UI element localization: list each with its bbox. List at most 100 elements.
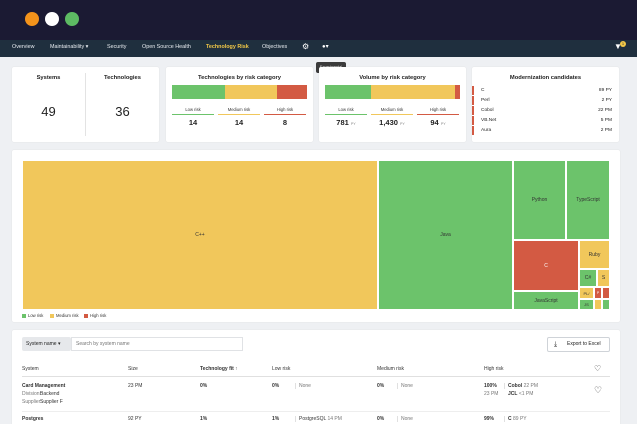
modernization-row[interactable]: C 89 PY bbox=[472, 86, 619, 95]
modernization-name: C bbox=[481, 88, 485, 93]
technology-fit: 1% bbox=[200, 416, 208, 422]
window-titlebar bbox=[0, 0, 637, 40]
nav-security[interactable]: Security bbox=[107, 44, 127, 50]
treemap-cell-java[interactable]: Java bbox=[378, 160, 513, 310]
header-divider bbox=[22, 376, 610, 377]
treemap-cell-tiny[interactable] bbox=[602, 287, 610, 299]
treemap-cell-small[interactable]: P bbox=[594, 287, 602, 299]
modernization-value: 2 PY bbox=[601, 98, 612, 103]
tech-low-risk-label: Low risk bbox=[172, 107, 214, 115]
volume-low-segment bbox=[325, 85, 371, 99]
header-medium-risk[interactable]: Medium risk bbox=[377, 366, 404, 372]
legend-medium-label: Medium risk bbox=[56, 313, 79, 318]
modernization-name: Aura bbox=[481, 128, 492, 133]
treemap-cell-tiny[interactable] bbox=[594, 299, 602, 310]
system-size: 23 PM bbox=[128, 383, 143, 389]
nav-maintainability[interactable]: Maintainability ▾ bbox=[50, 44, 89, 50]
system-name-select[interactable]: System name ▾ bbox=[22, 337, 71, 351]
filter-icon[interactable]: ▼ bbox=[614, 42, 622, 51]
volume-low-value: 781 bbox=[336, 118, 349, 127]
window-minimize-dot[interactable] bbox=[45, 12, 59, 26]
download-icon: ⤓ bbox=[554, 341, 558, 348]
modernization-row[interactable]: Perl 2 PY bbox=[472, 96, 619, 105]
treemap-cell-s[interactable]: S bbox=[597, 269, 610, 287]
system-name[interactable]: Postgres bbox=[22, 416, 44, 422]
high-risk-tech-name: JCL bbox=[508, 391, 518, 397]
tech-medium-risk-label: Medium risk bbox=[218, 107, 260, 115]
treemap-cell-js[interactable]: JS bbox=[579, 299, 594, 310]
header-high-risk[interactable]: High risk bbox=[484, 366, 504, 372]
table-row[interactable]: Card Management Division: Backend Suppli… bbox=[22, 380, 610, 411]
treemap-cell-javascript[interactable]: JavaScript bbox=[513, 291, 579, 310]
low-risk-tech: PostgreSQL 14 PM bbox=[295, 416, 342, 422]
treemap-cell-c[interactable]: C bbox=[513, 240, 579, 291]
modernization-value: 5 PM bbox=[600, 118, 612, 123]
treemap-cell-typescript[interactable]: TypeScript bbox=[566, 160, 610, 240]
volume-high-value: 94 bbox=[430, 118, 439, 127]
favorite-icon[interactable]: ♡ bbox=[594, 385, 603, 395]
nav-technology-risk[interactable]: Technology Risk bbox=[206, 44, 249, 50]
header-size[interactable]: Size bbox=[128, 366, 138, 372]
volume-medium-segment bbox=[370, 85, 455, 99]
modernization-value: 89 PY bbox=[598, 88, 612, 93]
volume-high-segment bbox=[454, 85, 460, 99]
high-risk-tech-size: <1 PM bbox=[518, 391, 534, 397]
header-system[interactable]: System bbox=[22, 366, 39, 372]
low-risk-segment bbox=[172, 85, 225, 99]
table-row[interactable]: Postgres 92 PY 1% 1% PostgreSQL 14 PM 0%… bbox=[22, 413, 610, 424]
modernization-title: Modernization candidates bbox=[509, 75, 582, 81]
legend-low-label: Low risk bbox=[28, 313, 44, 318]
low-risk-tech-size: 14 PM bbox=[327, 416, 342, 422]
high-risk-tech: C 89 PY bbox=[504, 416, 527, 422]
summary-card: Systems 49 Technologies 36 bbox=[12, 67, 159, 142]
header-low-risk[interactable]: Low risk bbox=[272, 366, 291, 372]
treemap-cell-pl[interactable]: PL/ bbox=[579, 287, 594, 299]
modernization-value: 22 PM bbox=[598, 108, 612, 113]
division-label: Division: bbox=[22, 391, 41, 397]
window-maximize-dot[interactable] bbox=[65, 12, 79, 26]
technologies-count: 36 bbox=[115, 104, 130, 119]
treemap-cell-python[interactable]: Python bbox=[513, 160, 566, 240]
division-value: Backend bbox=[40, 391, 60, 397]
modernization-row[interactable]: Aura 2 PM bbox=[472, 126, 619, 135]
modernization-row[interactable]: Cobol 22 PM bbox=[472, 106, 619, 115]
volume-medium-unit: PY bbox=[400, 122, 405, 126]
technologies-by-risk-card: Technologies by risk category Low risk 1… bbox=[166, 67, 313, 142]
window-close-dot[interactable] bbox=[25, 12, 39, 26]
volume-medium-risk: Medium risk 1,430 PY bbox=[371, 107, 413, 127]
export-to-excel-button[interactable]: ⤓ Export to Excel bbox=[547, 337, 610, 352]
high-risk-tech-name: Cobol bbox=[508, 383, 523, 389]
nav-overview[interactable]: Overview bbox=[12, 44, 35, 50]
nav-open-source-health[interactable]: Open Source Health bbox=[142, 44, 191, 50]
high-risk-pct: 99% bbox=[484, 416, 495, 422]
header-technology-fit[interactable]: Technology fit ↑ bbox=[200, 366, 238, 372]
medium-risk-pct: 0% bbox=[377, 383, 385, 389]
treemap-cell-ruby[interactable]: Ruby bbox=[579, 240, 610, 269]
nav-objectives[interactable]: Objectives bbox=[262, 44, 288, 50]
treemap-cell-csharp[interactable]: C# bbox=[579, 269, 597, 287]
user-menu-icon[interactable]: ●▾ bbox=[322, 44, 329, 50]
high-risk-tech-size: 22 PM bbox=[523, 383, 539, 389]
supplier-label: Supplier: bbox=[22, 399, 42, 405]
volume-low-unit: PY bbox=[350, 122, 356, 126]
systems-label: Systems bbox=[36, 75, 61, 81]
chevron-down-icon: ▾ bbox=[57, 341, 61, 347]
medium-risk-segment bbox=[224, 85, 278, 99]
low-risk-tech: None bbox=[295, 383, 311, 389]
modernization-row[interactable]: VB.Net 5 PM bbox=[472, 116, 619, 125]
volume-by-risk-card: Volume by risk category Low risk 781 PY … bbox=[319, 67, 466, 142]
low-risk-pct: 1% bbox=[272, 416, 280, 422]
treemap-legend-low: Low risk bbox=[22, 313, 43, 318]
volume-low-risk-label: Low risk bbox=[325, 107, 367, 115]
treemap-legend-high: High risk bbox=[84, 313, 106, 318]
favorite-header-icon[interactable]: ♡ bbox=[594, 364, 602, 373]
high-risk-tech: Cobol 22 PM bbox=[504, 383, 538, 389]
system-name[interactable]: Card Management bbox=[22, 383, 66, 389]
treemap-cell-cpp[interactable]: C++ bbox=[22, 160, 378, 310]
systems-count: 49 bbox=[41, 104, 56, 119]
gear-icon[interactable]: ⚙ bbox=[302, 42, 310, 51]
high-risk-tech-secondary: JCL <1 PM bbox=[504, 391, 533, 397]
treemap-cell-tiny[interactable] bbox=[602, 299, 610, 310]
medium-risk-tech: None bbox=[397, 383, 413, 389]
system-search-input[interactable] bbox=[71, 337, 243, 351]
